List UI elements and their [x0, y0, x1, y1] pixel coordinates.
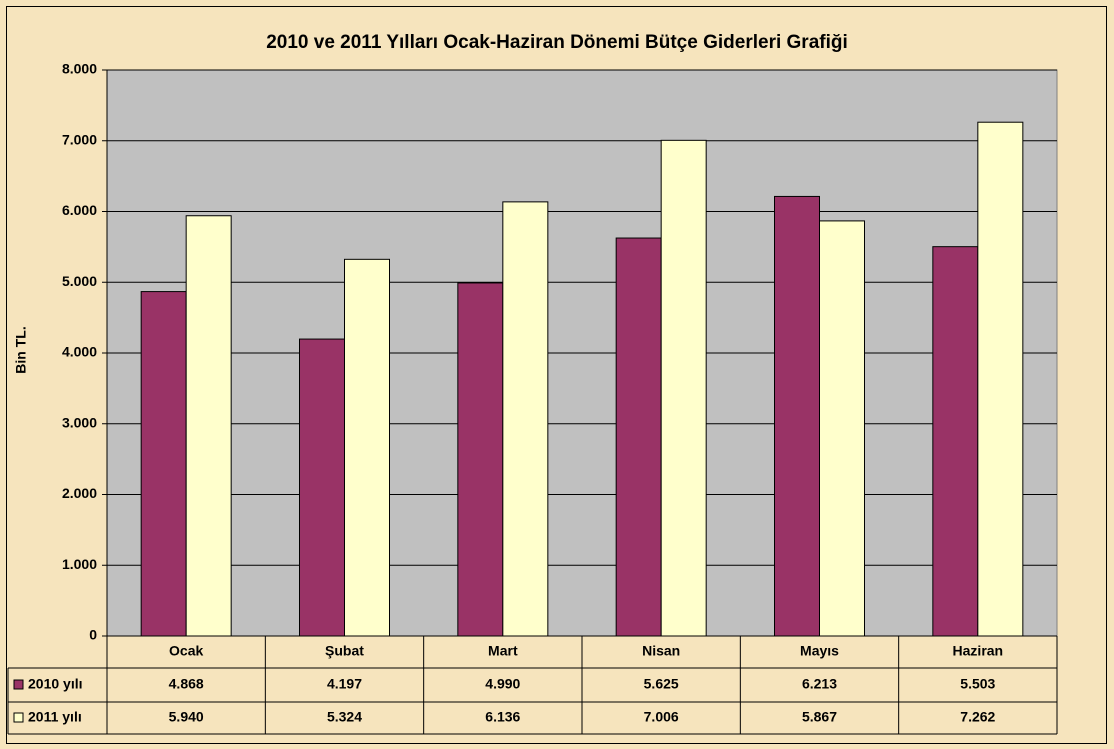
x-tick-label: Şubat: [325, 643, 364, 659]
legend-key: [13, 679, 24, 690]
y-tick-label: 1.000: [62, 556, 97, 572]
table-value: 5.940: [169, 709, 204, 725]
y-tick-label: 8.000: [62, 61, 97, 77]
bar: [660, 139, 707, 637]
y-tick-label: 7.000: [62, 131, 97, 147]
legend-key: [13, 712, 24, 723]
bar: [819, 220, 865, 637]
table-value: 4.990: [485, 676, 520, 692]
y-tick-label: 5.000: [62, 273, 97, 289]
y-tick-label: 0: [89, 627, 97, 643]
y-axis-label: Bin TL.: [13, 326, 29, 373]
x-tick-label: Mayıs: [800, 643, 839, 659]
bar: [140, 291, 187, 637]
chart-title: 2010 ve 2011 Yılları Ocak-Haziran Dönemi…: [266, 32, 848, 53]
legend-label: 2011 yılı: [28, 709, 82, 725]
bar: [977, 121, 1024, 637]
table-value: 6.213: [802, 676, 837, 692]
y-tick-label: 2.000: [62, 485, 97, 501]
table-value: 5.867: [802, 709, 837, 725]
legend-label: 2010 yılı: [28, 676, 83, 692]
table-value: 7.262: [960, 709, 995, 725]
chart-border: [6, 6, 1107, 744]
table-value: 4.197: [327, 676, 362, 692]
bar: [932, 246, 979, 637]
bar: [344, 258, 390, 637]
y-tick-label: 3.000: [62, 414, 97, 430]
table-value: 5.324: [327, 709, 362, 725]
x-tick-label: Mart: [488, 643, 518, 659]
x-tick-label: Ocak: [169, 643, 203, 659]
bar: [299, 338, 345, 637]
table-value: 4.868: [169, 676, 204, 692]
x-tick-label: Nisan: [642, 643, 680, 659]
bar: [774, 195, 820, 637]
y-tick-label: 6.000: [62, 202, 97, 218]
bar: [615, 237, 662, 637]
table-value: 7.006: [644, 709, 679, 725]
bar: [185, 215, 232, 637]
bar: [502, 201, 549, 637]
table-value: 6.136: [485, 709, 520, 725]
table-value: 5.625: [644, 676, 679, 692]
table-value: 5.503: [960, 676, 995, 692]
y-tick-label: 4.000: [62, 344, 97, 360]
bar: [457, 282, 504, 637]
x-tick-label: Haziran: [953, 643, 1004, 659]
